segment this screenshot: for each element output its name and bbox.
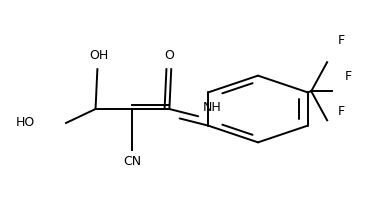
Text: NH: NH xyxy=(203,101,221,114)
Text: OH: OH xyxy=(90,49,109,62)
Text: HO: HO xyxy=(15,116,35,129)
Text: F: F xyxy=(337,34,344,47)
Text: F: F xyxy=(337,105,344,118)
Text: F: F xyxy=(345,70,352,83)
Text: O: O xyxy=(164,49,174,62)
Text: CN: CN xyxy=(124,155,141,168)
